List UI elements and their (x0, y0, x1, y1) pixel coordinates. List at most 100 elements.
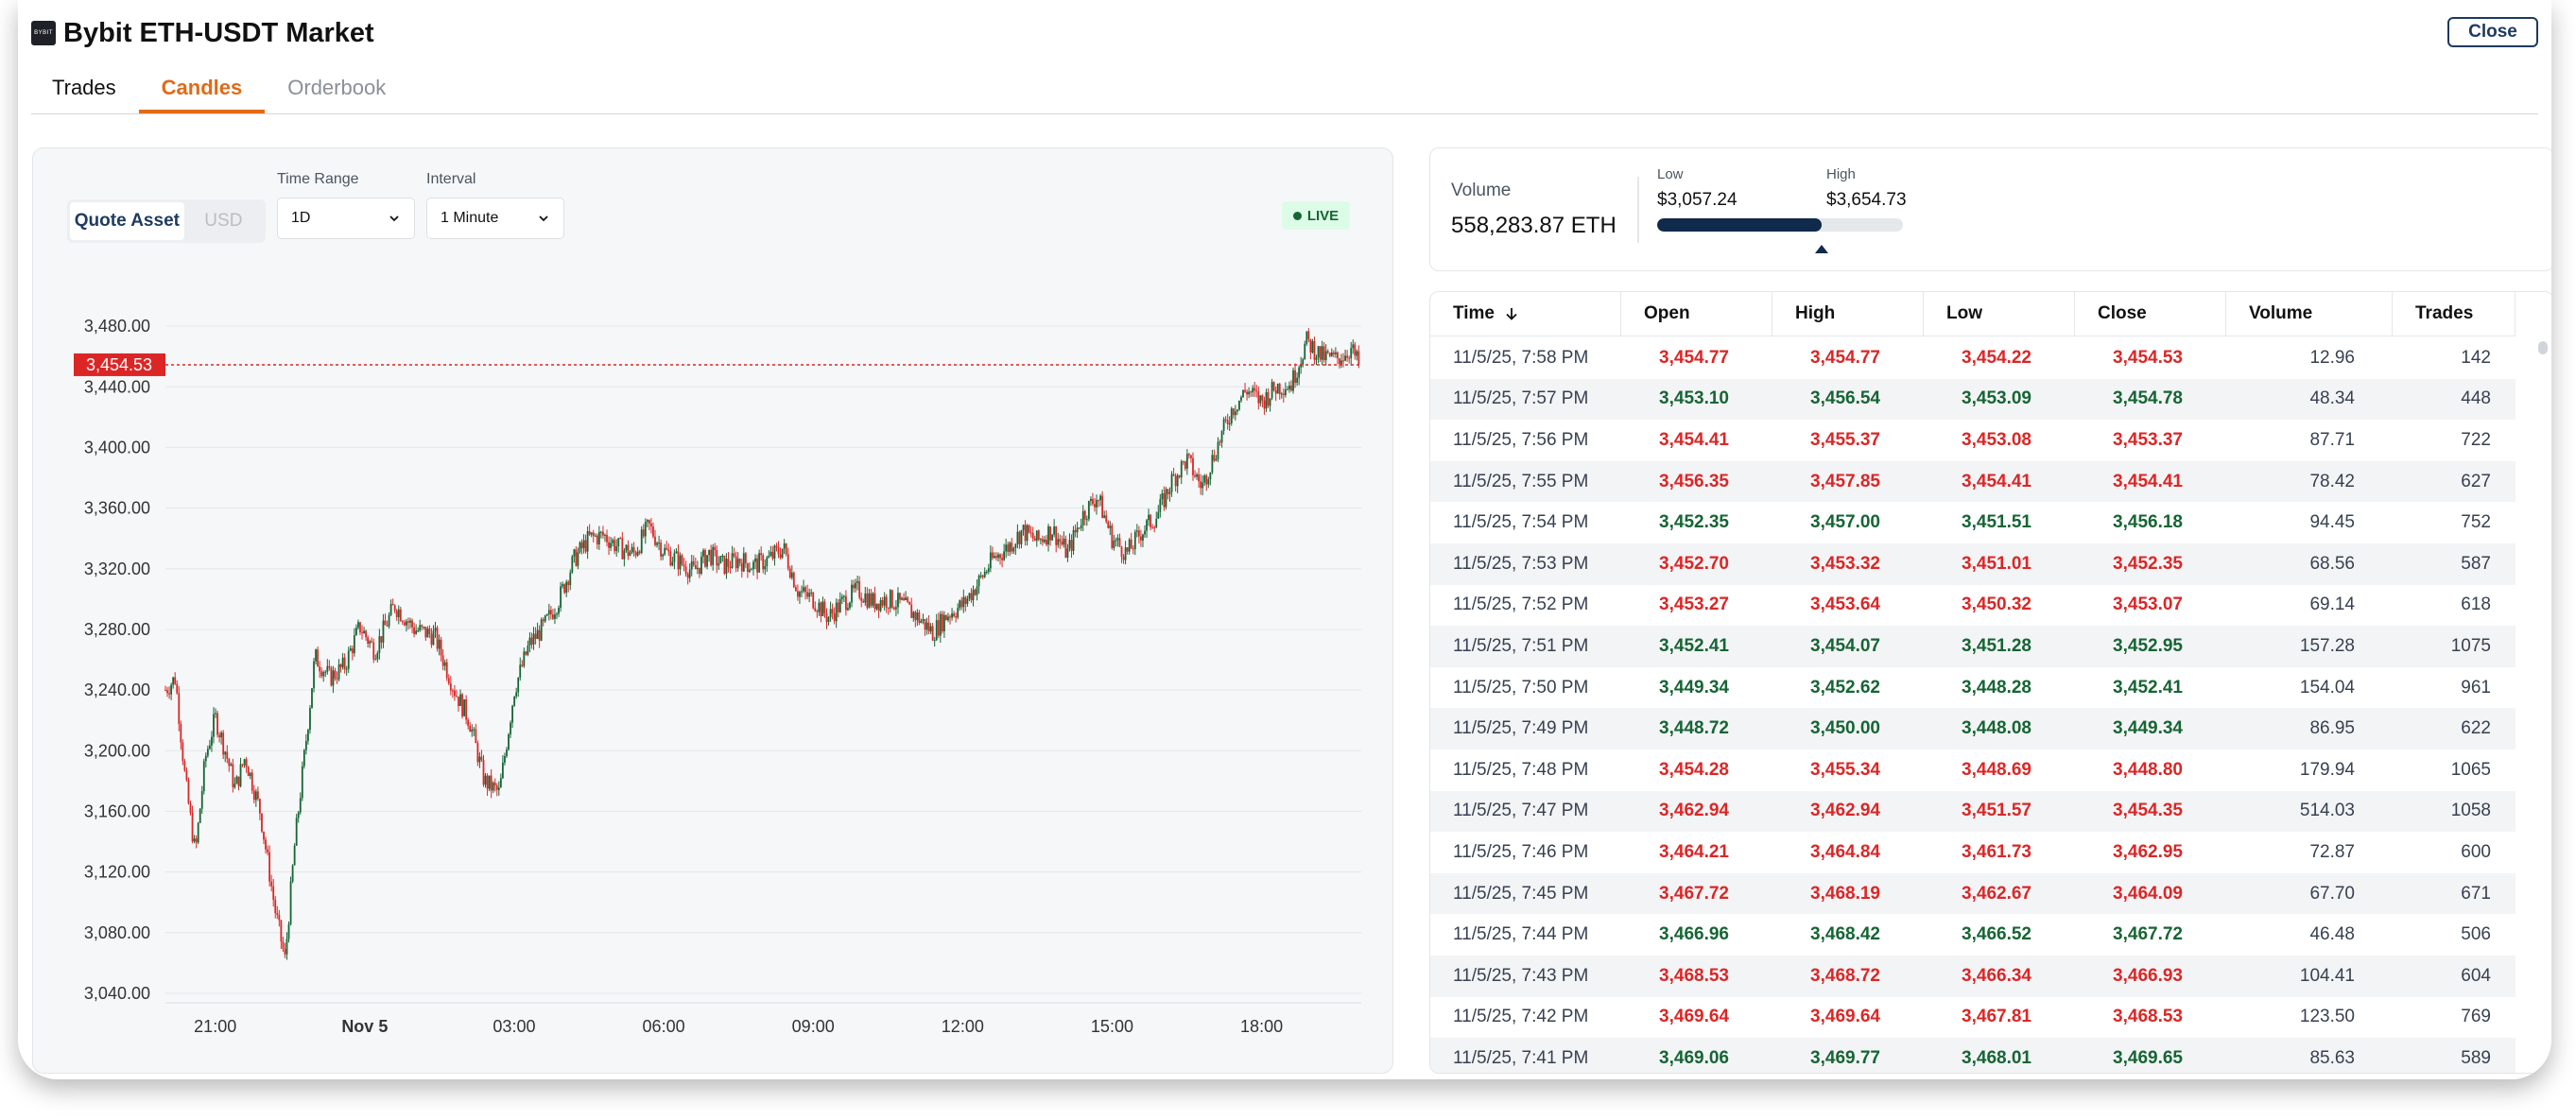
candle-body (1051, 534, 1054, 541)
candle-body (287, 923, 290, 939)
candle-body (621, 538, 624, 560)
cell-trades: 587 (2461, 553, 2491, 574)
scrollbar-thumb[interactable] (2538, 341, 2548, 354)
candle-body (1103, 515, 1106, 518)
usd-option[interactable]: USD (204, 211, 243, 231)
candle-body (831, 609, 834, 613)
table-row[interactable]: 11/5/25, 7:41 PM 3,469.06 3,469.77 3,468.01… (1430, 1038, 2515, 1073)
y-tick-label: 3,440.00 (84, 377, 150, 396)
candle-body (1344, 355, 1346, 361)
cell-open: 3,469.06 (1659, 1047, 1729, 1068)
cell-close: 3,454.35 (2113, 801, 2183, 821)
tab-trades[interactable]: Trades (52, 76, 116, 99)
cell-trades: 722 (2461, 429, 2491, 450)
candle-body (636, 551, 639, 556)
candle-body (840, 596, 843, 599)
table-row[interactable]: 11/5/25, 7:54 PM 3,452.35 3,457.00 3,451.51… (1430, 502, 2515, 543)
table-row[interactable]: 11/5/25, 7:42 PM 3,469.64 3,469.64 3,467.81… (1430, 997, 2515, 1039)
candle-body (1016, 531, 1019, 544)
column-header-high[interactable]: High (1772, 292, 1924, 336)
candle-body (562, 584, 564, 587)
candle-body (484, 775, 487, 785)
candle-body (1354, 344, 1357, 356)
table-row[interactable]: 11/5/25, 7:46 PM 3,464.21 3,464.84 3,461.73… (1430, 832, 2515, 873)
chart-panel: Quote Asset USD Time Range 1D Interval 1… (32, 147, 1393, 1074)
column-header-close[interactable]: Close (2075, 292, 2226, 336)
cell-open: 3,467.72 (1659, 883, 1729, 904)
column-header-open[interactable]: Open (1621, 292, 1772, 336)
candle-body (530, 637, 533, 645)
tab-candles[interactable]: Candles (138, 68, 266, 113)
table-row[interactable]: 11/5/25, 7:48 PM 3,454.28 3,455.34 3,448.69… (1430, 750, 2515, 791)
candle-body (254, 791, 257, 801)
candle-body (1217, 441, 1219, 459)
candle-body (858, 580, 861, 598)
candle-body (228, 758, 231, 767)
column-header-trades[interactable]: Trades (2393, 292, 2515, 336)
candle-body (829, 609, 832, 617)
candle-body (1348, 357, 1351, 359)
candle-body (482, 760, 485, 785)
cell-close: 3,456.18 (2113, 512, 2183, 533)
table-row[interactable]: 11/5/25, 7:57 PM 3,453.10 3,456.54 3,453.09… (1430, 378, 2515, 421)
candle-body (1259, 395, 1262, 404)
cell-volume: 154.04 (2299, 677, 2355, 698)
candle-body (1244, 389, 1246, 392)
candle-body (1144, 530, 1146, 535)
interval-select[interactable]: 1 Minute (426, 198, 564, 239)
candle-body (388, 614, 390, 627)
candle-body (660, 543, 663, 557)
table-row[interactable]: 11/5/25, 7:45 PM 3,467.72 3,468.19 3,462.67… (1430, 872, 2515, 915)
candle-body (243, 759, 246, 766)
cell-trades: 627 (2461, 471, 2491, 491)
candle-body (899, 593, 901, 600)
candle-body (463, 698, 466, 716)
bybit-logo: BYBIT (31, 21, 56, 45)
time-range-select[interactable]: 1D (277, 198, 415, 239)
candle-body (515, 692, 518, 697)
column-header-time[interactable]: Time (1430, 292, 1621, 336)
candle-body (704, 550, 706, 567)
table-scrollbar[interactable] (2538, 337, 2548, 1073)
candle-body (293, 845, 296, 866)
column-header-low[interactable]: Low (1924, 292, 2075, 336)
candle-body (1174, 475, 1177, 487)
table-row[interactable]: 11/5/25, 7:50 PM 3,449.34 3,452.62 3,448.28… (1430, 667, 2515, 709)
cell-high: 3,468.42 (1810, 924, 1880, 945)
close-button[interactable]: Close (2447, 17, 2538, 47)
candle-body (985, 571, 988, 573)
candle-body (788, 568, 791, 578)
table-row[interactable]: 11/5/25, 7:43 PM 3,468.53 3,468.72 3,466.34… (1430, 956, 2515, 997)
table-row[interactable]: 11/5/25, 7:44 PM 3,466.96 3,468.42 3,466.52… (1430, 914, 2515, 956)
candle-body (1042, 539, 1044, 543)
candle-body (1105, 515, 1108, 522)
tab-orderbook[interactable]: Orderbook (287, 76, 387, 99)
candle-body (1357, 351, 1360, 365)
table-row[interactable]: 11/5/25, 7:51 PM 3,452.41 3,454.07 3,451.28… (1430, 626, 2515, 667)
candle-body (313, 661, 315, 689)
candle-body (1024, 525, 1027, 542)
quote-asset-option[interactable]: Quote Asset (70, 202, 184, 240)
candle-body (241, 764, 244, 766)
candle-body (723, 555, 726, 574)
table-row[interactable]: 11/5/25, 7:55 PM 3,456.35 3,457.85 3,454.41… (1430, 460, 2515, 503)
table-row[interactable]: 11/5/25, 7:52 PM 3,453.27 3,453.64 3,450.32… (1430, 585, 2515, 627)
candle-body (702, 550, 704, 557)
table-row[interactable]: 11/5/25, 7:56 PM 3,454.41 3,455.37 3,453.08… (1430, 420, 2515, 461)
candle-body (189, 803, 192, 813)
cell-open: 3,453.27 (1659, 594, 1729, 615)
table-row[interactable]: 11/5/25, 7:47 PM 3,462.94 3,462.94 3,451.57… (1430, 790, 2515, 833)
candle-body (1234, 411, 1236, 416)
cell-low: 3,450.32 (1962, 594, 2031, 615)
column-header-volume[interactable]: Volume (2226, 292, 2393, 336)
candle-body (337, 663, 340, 680)
candle-body (803, 587, 804, 592)
table-row[interactable]: 11/5/25, 7:53 PM 3,452.70 3,453.32 3,451.01… (1430, 543, 2515, 585)
table-row[interactable]: 11/5/25, 7:49 PM 3,448.72 3,450.00 3,448.08… (1430, 708, 2515, 750)
candle-body (193, 838, 196, 842)
candle-body (380, 636, 383, 643)
table-row[interactable]: 11/5/25, 7:58 PM 3,454.77 3,454.77 3,454.22… (1430, 337, 2515, 379)
candle-body (336, 678, 338, 680)
candle-body (351, 648, 354, 654)
candlestick-chart[interactable]: 3,480.00 3,440.00 3,400.00 3,360.00 3,320.00… (33, 148, 1392, 1072)
